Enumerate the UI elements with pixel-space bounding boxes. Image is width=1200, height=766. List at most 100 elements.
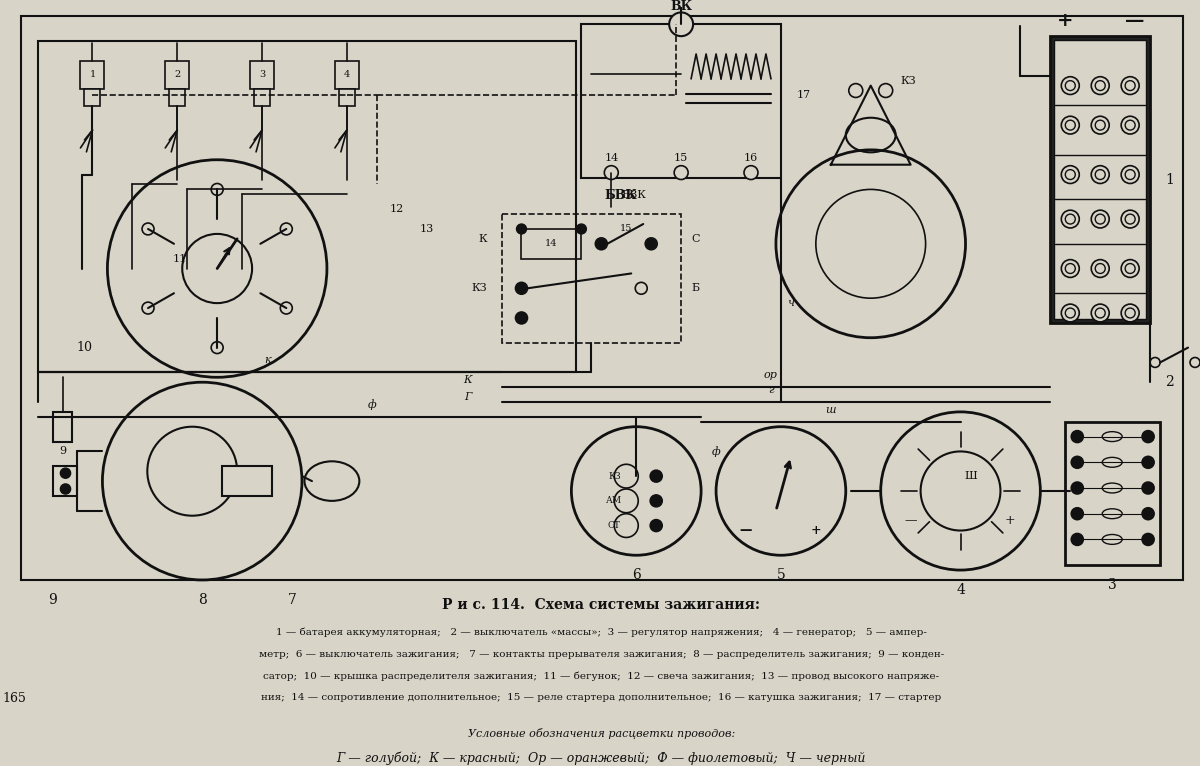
Circle shape — [1142, 482, 1154, 494]
Circle shape — [878, 83, 893, 97]
Circle shape — [1072, 457, 1084, 468]
Bar — [169, 89, 185, 106]
Circle shape — [1066, 214, 1075, 224]
Text: сатор;  10 — крышка распределителя зажигания;  11 — бегунок;  12 — свеча зажиган: сатор; 10 — крышка распределителя зажига… — [263, 671, 940, 681]
Text: —: — — [740, 524, 752, 537]
Circle shape — [1126, 169, 1135, 179]
Text: 14: 14 — [545, 239, 558, 248]
Text: Ш: Ш — [964, 471, 977, 481]
Circle shape — [1096, 80, 1105, 90]
Circle shape — [647, 239, 656, 249]
Text: 11: 11 — [173, 254, 187, 264]
Text: г: г — [768, 385, 774, 395]
Text: 3: 3 — [259, 70, 265, 79]
Circle shape — [1096, 169, 1105, 179]
Text: 10: 10 — [77, 341, 92, 354]
Circle shape — [1121, 165, 1139, 184]
Circle shape — [1091, 77, 1109, 94]
Circle shape — [516, 283, 528, 294]
Circle shape — [1091, 260, 1109, 277]
Circle shape — [1096, 214, 1105, 224]
Text: 15: 15 — [674, 152, 689, 163]
Text: ор: ор — [764, 370, 778, 380]
Circle shape — [1121, 260, 1139, 277]
Text: метр;  6 — выключатель зажигания;   7 — контакты прерывателя зажигания;  8 — рас: метр; 6 — выключатель зажигания; 7 — кон… — [259, 650, 944, 659]
Circle shape — [1061, 304, 1079, 322]
Circle shape — [744, 165, 758, 179]
Circle shape — [1096, 308, 1105, 318]
Circle shape — [670, 12, 694, 36]
Bar — [80, 61, 104, 89]
Text: БВК: БВК — [622, 190, 646, 201]
Text: 4: 4 — [956, 583, 965, 597]
Bar — [37, 41, 576, 372]
Bar — [1050, 36, 1150, 323]
Text: Г — голубой;  К — красный;  Ор — оранжевый;  Ф — фиолетовый;  Ч — черный: Г — голубой; К — красный; Ор — оранжевый… — [337, 751, 866, 764]
Text: 9: 9 — [59, 447, 66, 457]
Circle shape — [1142, 430, 1154, 443]
Text: +: + — [810, 524, 821, 537]
Text: 6: 6 — [632, 568, 641, 582]
Circle shape — [1142, 457, 1154, 468]
Bar — [250, 61, 274, 89]
Circle shape — [1126, 214, 1135, 224]
Text: 4: 4 — [343, 70, 350, 79]
Circle shape — [1126, 120, 1135, 130]
Text: КЗ: КЗ — [608, 472, 620, 480]
Circle shape — [1061, 77, 1079, 94]
Circle shape — [516, 312, 528, 324]
Circle shape — [1061, 260, 1079, 277]
Bar — [254, 89, 270, 106]
Circle shape — [1096, 120, 1105, 130]
Text: 9: 9 — [48, 593, 56, 607]
Text: 5: 5 — [776, 568, 785, 582]
Circle shape — [1066, 80, 1075, 90]
Circle shape — [60, 484, 71, 494]
Circle shape — [516, 224, 527, 234]
Circle shape — [1096, 264, 1105, 273]
Circle shape — [60, 468, 71, 478]
Circle shape — [1121, 210, 1139, 228]
Circle shape — [1126, 264, 1135, 273]
Circle shape — [1142, 533, 1154, 545]
Circle shape — [1126, 308, 1135, 318]
Circle shape — [1091, 116, 1109, 134]
Circle shape — [1061, 210, 1079, 228]
Text: 1: 1 — [89, 70, 96, 79]
Circle shape — [596, 239, 606, 249]
Circle shape — [281, 223, 293, 235]
Bar — [53, 412, 72, 441]
Circle shape — [650, 495, 662, 507]
Text: БВК: БВК — [605, 189, 637, 202]
Text: 17: 17 — [797, 90, 811, 100]
Text: 15: 15 — [620, 224, 632, 234]
Circle shape — [1091, 210, 1109, 228]
Bar — [581, 25, 781, 178]
Bar — [222, 466, 272, 496]
Text: +: + — [1006, 514, 1015, 527]
Circle shape — [1126, 80, 1135, 90]
Circle shape — [1066, 120, 1075, 130]
Text: ВК: ВК — [670, 0, 692, 13]
Bar — [1055, 40, 1146, 319]
Circle shape — [1066, 169, 1075, 179]
Bar — [166, 61, 190, 89]
Text: 165: 165 — [2, 692, 26, 705]
Circle shape — [848, 83, 863, 97]
Circle shape — [1061, 116, 1079, 134]
Circle shape — [281, 302, 293, 314]
Bar — [53, 466, 78, 496]
Circle shape — [576, 224, 587, 234]
Circle shape — [1061, 165, 1079, 184]
Bar — [502, 214, 682, 342]
Circle shape — [1072, 482, 1084, 494]
Text: ш: ш — [826, 405, 836, 415]
Text: С: С — [691, 234, 700, 244]
Circle shape — [650, 519, 662, 532]
Text: ф: ф — [712, 446, 720, 457]
Text: АМ: АМ — [606, 496, 623, 506]
Text: Р и с. 114.  Схема системы зажигания:: Р и с. 114. Схема системы зажигания: — [443, 597, 761, 612]
Text: 1: 1 — [1165, 172, 1174, 187]
Bar — [20, 16, 1183, 580]
Circle shape — [1066, 308, 1075, 318]
